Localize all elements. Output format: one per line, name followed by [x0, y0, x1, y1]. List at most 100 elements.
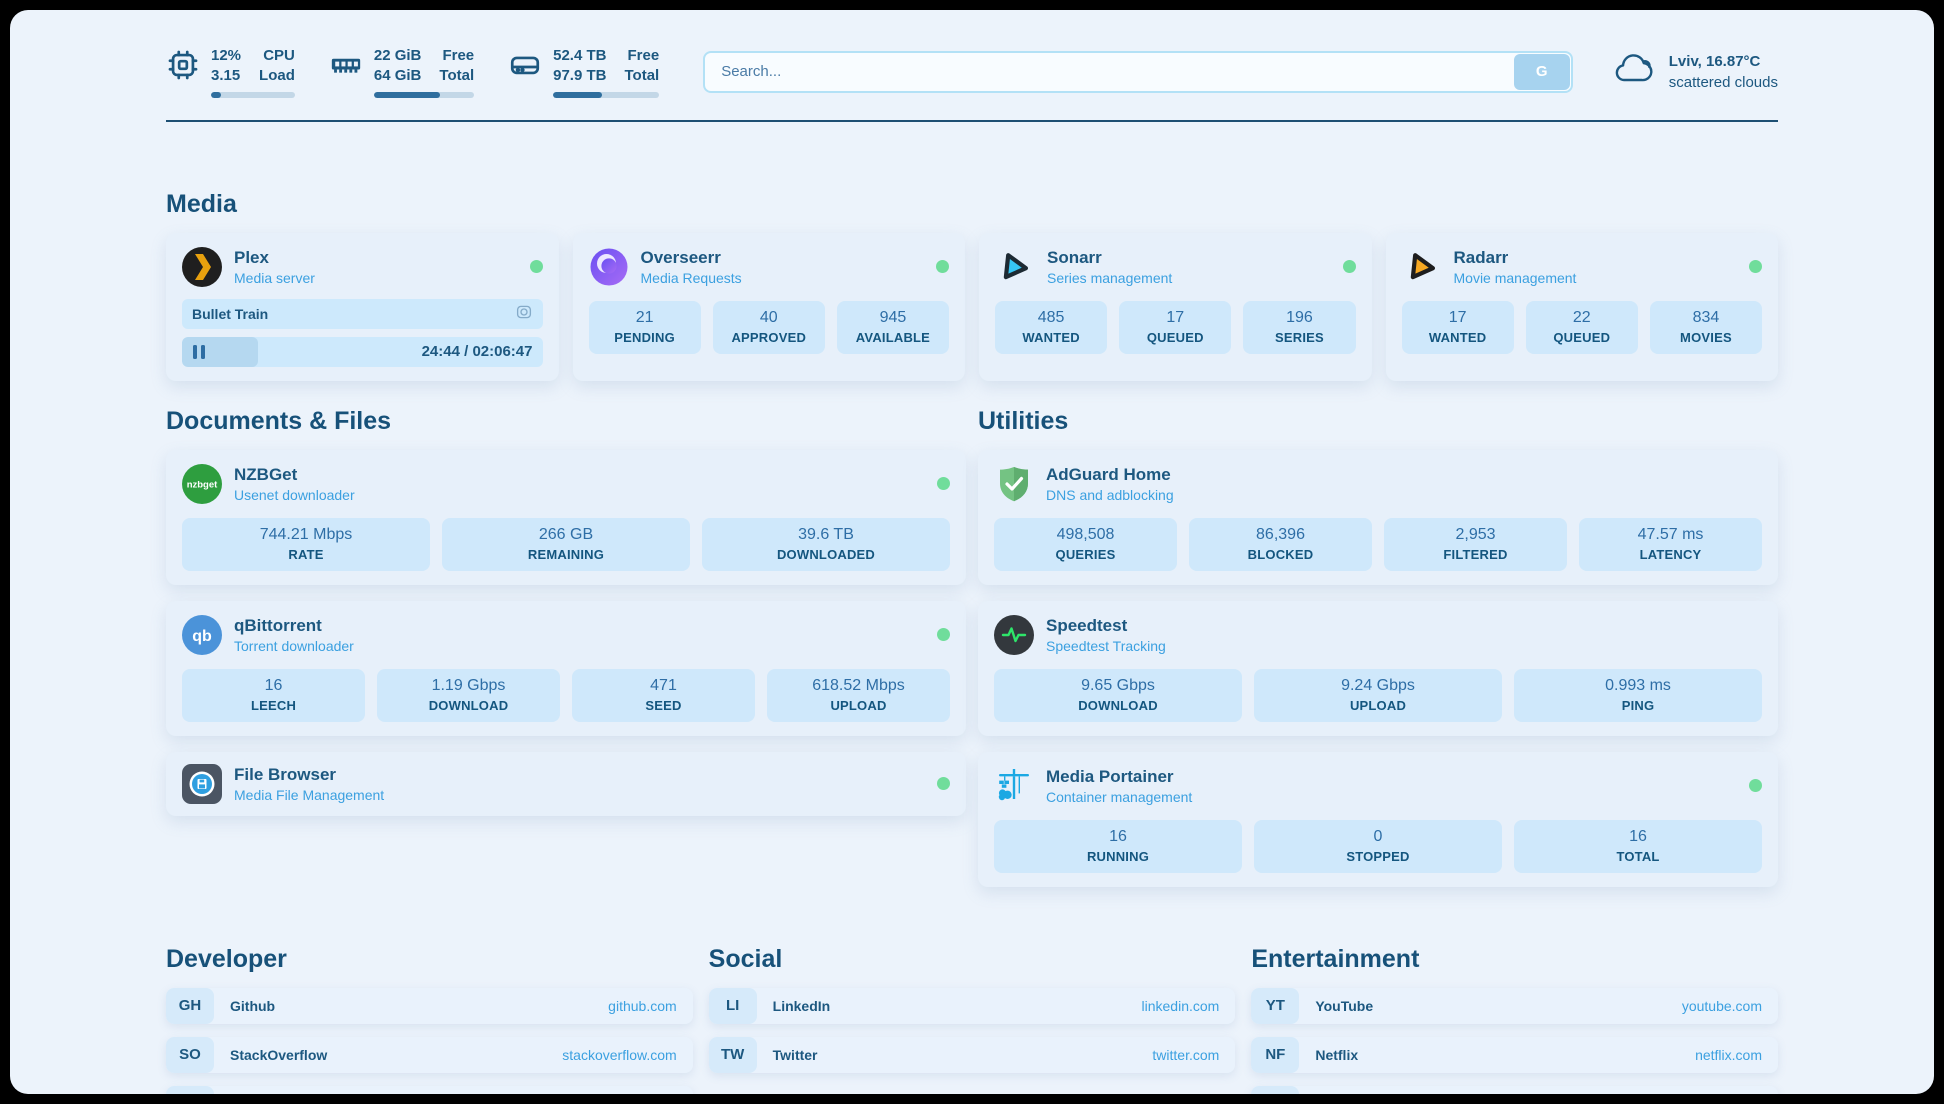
app-title: Sonarr: [1047, 247, 1102, 267]
app-title: Plex: [234, 247, 269, 267]
disk-values: 52.4 TB 97.9 TB: [553, 47, 607, 84]
stat-label: WANTED: [1022, 329, 1080, 345]
stat-queued: 17 QUEUED: [1119, 300, 1232, 354]
stat-value: 744.21 Mbps: [259, 525, 353, 543]
app-title: qBittorrent: [234, 615, 322, 635]
stat-label: STOPPED: [1346, 848, 1410, 864]
nzbget-icon: nzbget: [182, 463, 222, 504]
app-subtitle: DNS and adblocking: [1046, 486, 1174, 503]
app-card-radarr[interactable]: Radarr Movie management 17 WANTED 22 QUE…: [1385, 232, 1778, 381]
stackoverflow-badge: SO: [166, 1036, 214, 1073]
stat-value: 618.52 Mbps: [812, 676, 905, 694]
qbittorrent-icon: qb: [182, 614, 222, 655]
adguard-icon: [994, 464, 1034, 504]
app-card-portainer[interactable]: Media Portainer Container management 16 …: [978, 751, 1778, 887]
link-youtube[interactable]: YT YouTube youtube.com: [1251, 987, 1778, 1024]
app-card-filebrowser[interactable]: File Browser Media File Management: [166, 751, 966, 816]
stat-label: RUNNING: [1086, 848, 1150, 864]
pause-icon[interactable]: [193, 344, 205, 359]
link-url: linkedin.com: [1141, 997, 1220, 1014]
stat-label: SEED: [645, 697, 682, 713]
app-card-nzbget[interactable]: nzbget NZBGet Usenet downloader 74: [166, 449, 966, 585]
status-online-dot: [1749, 779, 1762, 793]
ram-stat: 22 GiB 64 GiB Free Total: [329, 46, 475, 98]
stat-label: WANTED: [1428, 329, 1487, 345]
now-playing-time: 24:44 / 02:06:47: [421, 342, 533, 360]
cpu-icon: [166, 46, 200, 87]
status-online-dot: [936, 260, 949, 274]
stat-value: 945: [879, 308, 907, 326]
svg-text:qb: qb: [192, 628, 212, 645]
link-github[interactable]: GH Github github.com: [166, 987, 693, 1024]
app-subtitle: Torrent downloader: [234, 637, 354, 654]
stat-running: 16 RUNNING: [994, 819, 1242, 873]
section-heading-social: Social: [708, 944, 783, 973]
weather-location: Lviv, 16.87°C: [1668, 52, 1761, 70]
section-heading-developer: Developer: [166, 944, 287, 973]
stat-value: 485: [1037, 308, 1065, 326]
link-url: github.com: [608, 997, 677, 1014]
app-subtitle: Media Requests: [640, 269, 742, 286]
now-playing-title: Bullet Train: [192, 305, 269, 322]
link-name: LinkedIn: [772, 997, 831, 1014]
stat-value: 17: [1448, 308, 1467, 326]
app-title: File Browser: [234, 764, 337, 784]
section-heading-utilities: Utilities: [978, 406, 1069, 435]
link-twitter[interactable]: TW Twitter twitter.com: [708, 1036, 1236, 1073]
video-icon: [515, 303, 533, 324]
stat-movies: 834 MOVIES: [1649, 300, 1763, 354]
stat-label: QUEUED: [1553, 329, 1611, 345]
app-subtitle: Media File Management: [234, 786, 385, 803]
netflix-badge: NF: [1251, 1036, 1300, 1073]
stat-value: 9.24 Gbps: [1341, 676, 1415, 694]
link-linkedin[interactable]: LI LinkedIn linkedin.com: [708, 987, 1236, 1024]
stat-value: 196: [1286, 308, 1313, 326]
speedtest-icon: [994, 614, 1034, 655]
stat-value: 266 GB: [538, 525, 594, 543]
app-card-plex[interactable]: Plex Media server Bullet Train: [166, 232, 559, 381]
ram-values: 22 GiB 64 GiB: [373, 47, 422, 84]
app-title: Overseerr: [640, 247, 721, 267]
app-card-adguard[interactable]: AdGuard Home DNS and adblocking 498,508 …: [978, 449, 1778, 585]
cpu-values: 12% 3.15: [211, 47, 242, 84]
section-heading-media: Media: [166, 189, 237, 218]
weather-widget: Lviv, 16.87°C scattered clouds: [1613, 50, 1778, 93]
search-engine-button[interactable]: G: [1513, 53, 1570, 90]
app-card-qbittorrent[interactable]: qb qBittorrent Torrent downloader: [166, 600, 966, 736]
stat-label: PENDING: [614, 329, 675, 345]
stat-value: 1.19 Gbps: [431, 676, 506, 694]
stat-pending: 21 PENDING: [588, 300, 701, 354]
search-input[interactable]: [703, 50, 1573, 93]
plex-icon: [182, 246, 222, 287]
link-stackoverflow[interactable]: SO StackOverflow stackoverflow.com: [166, 1036, 693, 1073]
stat-value: 834: [1692, 308, 1720, 326]
app-card-speedtest[interactable]: Speedtest Speedtest Tracking 9.65 Gbps D…: [978, 600, 1778, 736]
stat-downloaded: 39.6 TB DOWNLOADED: [702, 517, 950, 571]
link-url: twitter.com: [1152, 1046, 1220, 1063]
stat-queries: 498,508 QUERIES: [994, 517, 1177, 571]
stat-label: LEECH: [250, 697, 297, 713]
link-reddit[interactable]: RE Reddit reddit.com: [1251, 1085, 1778, 1094]
link-netflix[interactable]: NF Netflix netflix.com: [1251, 1036, 1778, 1073]
stat-value: 16: [1109, 827, 1127, 845]
twitter-badge: TW: [708, 1036, 757, 1073]
stat-label: BLOCKED: [1247, 546, 1314, 562]
stat-value: 9.65 Gbps: [1081, 676, 1155, 694]
status-online-dot: [937, 477, 950, 491]
link-dev[interactable]: DT DEV dev.to: [166, 1085, 693, 1094]
stat-label: AVAILABLE: [855, 329, 931, 345]
app-title: Media Portainer: [1046, 766, 1174, 786]
cpu-labels: CPU Load: [259, 47, 295, 84]
stat-value: 2,953: [1455, 525, 1496, 543]
app-card-sonarr[interactable]: Sonarr Series management 485 WANTED 17 Q…: [979, 232, 1372, 381]
cpu-progress-bar: [211, 91, 295, 98]
dev-badge: DT: [166, 1085, 214, 1094]
cpu-stat: 12% 3.15 CPU Load: [166, 46, 295, 98]
disk-icon: [508, 46, 542, 87]
stat-approved: 40 APPROVED: [712, 300, 825, 354]
app-subtitle: Speedtest Tracking: [1046, 637, 1166, 654]
app-card-overseerr[interactable]: Overseerr Media Requests 21 PENDING 40 A…: [572, 232, 965, 381]
stat-label: UPLOAD: [1349, 697, 1407, 713]
stat-wanted: 485 WANTED: [995, 300, 1108, 354]
now-playing-progress-bar[interactable]: 24:44 / 02:06:47: [182, 336, 543, 367]
